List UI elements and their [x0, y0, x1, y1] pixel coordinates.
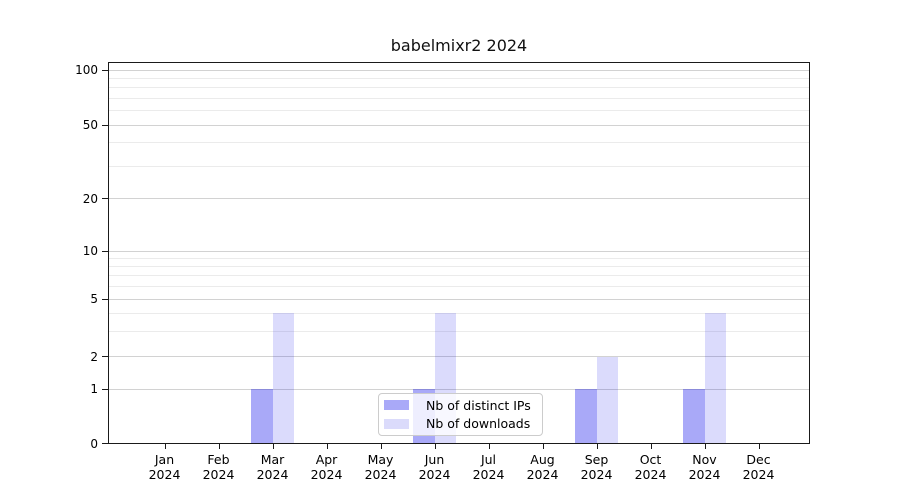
- y-tick-label: 20: [82, 191, 98, 206]
- legend-label: Nb of distinct IPs: [426, 397, 531, 413]
- bar-distinct-ips: [683, 389, 705, 444]
- y-tick-label: 0: [90, 436, 98, 451]
- bar-distinct-ips: [251, 389, 273, 444]
- gridline-minor: [109, 275, 809, 277]
- y-tick-label: 50: [82, 118, 98, 132]
- x-tick-label: May 2024: [364, 452, 397, 482]
- legend-item-downloads: Nb of downloads: [384, 416, 536, 433]
- gridline-major: [109, 356, 809, 357]
- y-tick-label: 5: [90, 292, 98, 306]
- y-tick-mark: [102, 250, 108, 252]
- x-tick-label: Apr 2024: [310, 452, 343, 482]
- x-tick-mark: [218, 444, 220, 449]
- x-tick-mark: [380, 444, 382, 449]
- y-tick-mark: [102, 298, 108, 300]
- x-tick-label: Jul 2024: [472, 452, 505, 482]
- x-tick-mark: [488, 444, 490, 449]
- legend-item-distinct-ips: Nb of distinct IPs: [384, 397, 536, 414]
- gridline-major: [109, 388, 809, 390]
- x-tick-mark: [596, 444, 598, 449]
- x-tick-label: Jun 2024: [418, 452, 451, 482]
- gridline-minor: [109, 285, 809, 287]
- bar-downloads: [596, 356, 618, 444]
- gridline-major: [109, 69, 809, 71]
- bar-downloads: [272, 313, 294, 444]
- y-tick-mark: [102, 443, 108, 444]
- legend-label: Nb of downloads: [426, 416, 531, 432]
- bar-distinct-ips: [575, 389, 597, 444]
- x-tick-label: Jan 2024: [148, 452, 181, 482]
- y-tick-label: 2: [90, 349, 98, 364]
- y-tick-mark: [102, 388, 108, 390]
- gridline-minor: [109, 312, 809, 314]
- x-tick-mark: [326, 444, 328, 449]
- x-tick-mark: [542, 444, 544, 449]
- gridline-minor: [109, 97, 809, 99]
- x-tick-mark: [704, 444, 706, 449]
- y-tick-mark: [102, 69, 108, 71]
- gridline-minor: [109, 165, 809, 167]
- gridline-major: [109, 250, 809, 252]
- gridline-minor: [109, 77, 809, 79]
- gridline-minor: [109, 266, 809, 267]
- x-tick-label: Sep 2024: [580, 452, 613, 482]
- x-tick-label: Oct 2024: [634, 452, 667, 482]
- y-tick-mark: [102, 198, 108, 199]
- bar-downloads: [704, 313, 726, 444]
- legend-swatch-downloads: [384, 418, 409, 429]
- legend-swatch-distinct-ips: [384, 400, 409, 411]
- y-tick-label: 10: [82, 244, 98, 258]
- y-tick-label: 100: [75, 63, 98, 77]
- gridline-major: [109, 298, 809, 300]
- x-tick-mark: [650, 444, 652, 449]
- chart-title: babelmixr2 2024: [390, 36, 528, 55]
- gridline-minor: [109, 257, 809, 259]
- x-tick-label: Nov 2024: [688, 452, 721, 482]
- y-tick-mark: [102, 356, 108, 357]
- y-tick-label: 1: [90, 382, 98, 396]
- x-tick-label: Feb 2024: [202, 452, 235, 482]
- x-tick-mark: [758, 444, 760, 449]
- gridline-major: [109, 198, 809, 199]
- x-tick-label: Aug 2024: [526, 452, 559, 482]
- y-tick-mark: [102, 124, 108, 126]
- gridline-minor: [109, 330, 809, 332]
- gridline-minor: [109, 87, 809, 89]
- x-tick-mark: [272, 444, 274, 449]
- x-tick-label: Mar 2024: [256, 452, 289, 482]
- gridline-minor: [109, 142, 809, 144]
- x-tick-label: Dec 2024: [742, 452, 775, 482]
- x-tick-mark: [164, 444, 166, 449]
- legend: Nb of distinct IPs Nb of downloads: [378, 393, 543, 436]
- gridline-minor: [109, 110, 809, 111]
- x-tick-mark: [434, 444, 436, 449]
- gridline-major: [109, 124, 809, 126]
